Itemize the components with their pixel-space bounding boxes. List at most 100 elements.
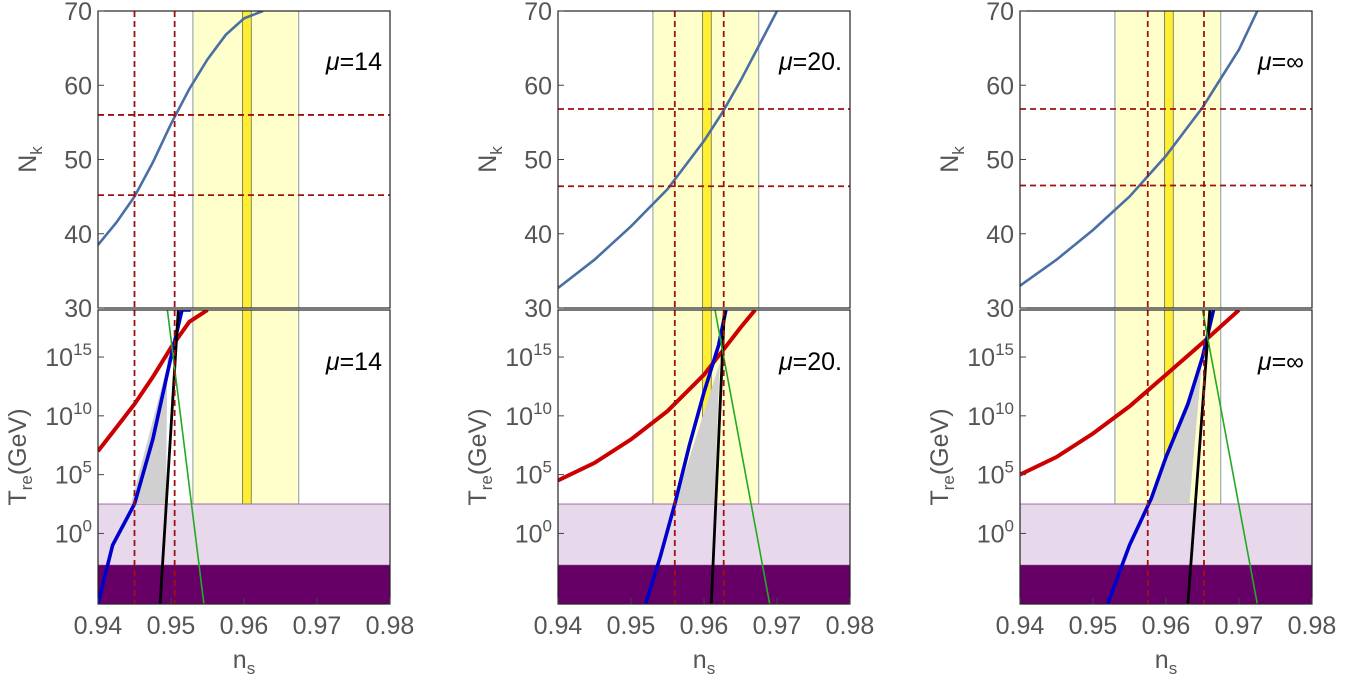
- bottom-ylabel: Tre(GeV): [4, 408, 36, 505]
- ytick-exponent: 5: [1005, 458, 1014, 477]
- top-mu-label: μ=14: [325, 48, 382, 76]
- xtick-label: 0.96: [680, 612, 729, 640]
- top-ytick-label: 50: [524, 147, 552, 175]
- mu-symbol: μ: [325, 348, 340, 376]
- xtick-label: 0.98: [366, 612, 415, 640]
- ytick-base: 10: [505, 344, 533, 372]
- bottom-ylabel-unit: (GeV): [4, 408, 32, 475]
- top-ytick-label: 70: [524, 0, 552, 26]
- bbn-light-region: [558, 503, 850, 566]
- mu-value: =∞: [1272, 348, 1304, 376]
- top-ylabel-sub: k: [487, 146, 506, 155]
- top-ytick-label: 70: [986, 0, 1014, 26]
- gray-allowed-region: [674, 354, 723, 504]
- top-ytick-label: 60: [986, 72, 1014, 100]
- mu-value: =∞: [1272, 48, 1304, 76]
- top-ytick-label: 50: [986, 147, 1014, 175]
- mu-symbol: μ: [325, 48, 340, 76]
- mu-value: =20.: [793, 348, 842, 376]
- bottom-mu-label: μ=20.: [778, 348, 842, 376]
- treh-blue-curve: [98, 310, 191, 604]
- top-ytick-label: 60: [64, 72, 92, 100]
- ytick-exponent: 0: [83, 516, 92, 535]
- bottom-ylabel-sub: re: [939, 475, 958, 490]
- bottom-ytick-label: 1015: [505, 340, 552, 372]
- ytick-exponent: 5: [83, 458, 92, 477]
- xlabel-main: n: [693, 646, 707, 674]
- bottom-ytick-label: 1015: [45, 340, 92, 372]
- bottom-plot-area: [558, 310, 850, 604]
- top-ylabel-main: N: [936, 155, 964, 173]
- nk-curve: [98, 11, 264, 246]
- xtick-label: 0.95: [607, 612, 656, 640]
- bbn-light-region: [98, 503, 390, 566]
- treh-green-line: [1201, 310, 1259, 604]
- xtick-label: 0.95: [1069, 612, 1118, 640]
- bottom-ylabel-main: T: [464, 490, 492, 505]
- mu-symbol: μ: [1257, 48, 1272, 76]
- top-ylabel-main: N: [474, 155, 502, 173]
- bbn-dark-region: [98, 565, 390, 604]
- ytick-exponent: 10: [995, 399, 1014, 418]
- nk-curve: [558, 11, 779, 290]
- bottom-ylabel: Tre(GeV): [464, 408, 496, 505]
- bbn-dark-region: [1020, 565, 1312, 604]
- ytick-base: 10: [45, 344, 73, 372]
- top-mu-label: μ=∞: [1257, 48, 1304, 76]
- bottom-ylabel-unit: (GeV): [464, 408, 492, 475]
- bottom-ylabel-unit: (GeV): [926, 408, 954, 475]
- ytick-exponent: 15: [995, 340, 1014, 359]
- bottom-ytick-label: 1015: [967, 340, 1014, 372]
- top-ytick-label: 40: [524, 221, 552, 249]
- top-ytick-label: 30: [64, 295, 92, 323]
- xtick-label: 0.94: [74, 612, 123, 640]
- bottom-mu-label: μ=∞: [1257, 348, 1304, 376]
- top-ylabel: Nk: [474, 146, 506, 173]
- xlabel: ns: [233, 646, 255, 675]
- bottom-ylabel-main: T: [4, 490, 32, 505]
- bottom-ytick-label: 100: [977, 516, 1014, 548]
- xtick-label: 0.94: [534, 612, 583, 640]
- ytick-base: 10: [967, 403, 995, 431]
- bottom-ylabel-sub: re: [477, 475, 496, 490]
- ytick-base: 10: [45, 403, 73, 431]
- top-ylabel: Nk: [936, 146, 968, 173]
- mu-symbol: μ: [1257, 348, 1272, 376]
- xlabel: ns: [693, 646, 715, 675]
- xtick-label: 0.97: [293, 612, 342, 640]
- xtick-label: 0.94: [996, 612, 1045, 640]
- treh-red-curve: [1020, 310, 1241, 477]
- mu-value: =20.: [793, 48, 842, 76]
- bottom-plot-area: [1020, 310, 1312, 604]
- top-ylabel-sub: k: [27, 146, 46, 155]
- bottom-ytick-label: 105: [55, 458, 92, 490]
- planck-band-narrow-bottom: [242, 310, 252, 505]
- treh-black-line: [709, 310, 726, 604]
- bottom-ytick-label: 1010: [505, 399, 552, 431]
- xtick-label: 0.98: [826, 612, 875, 640]
- top-ylabel-sub: k: [949, 146, 968, 155]
- top-ytick-label: 60: [524, 72, 552, 100]
- ytick-exponent: 10: [73, 399, 92, 418]
- treh-green-line: [166, 310, 205, 604]
- ytick-exponent: 5: [543, 458, 552, 477]
- xlabel-sub: s: [1169, 659, 1178, 675]
- top-ylabel-main: N: [14, 155, 42, 173]
- planck-band-narrow: [702, 11, 712, 308]
- xtick-label: 0.96: [1142, 612, 1191, 640]
- top-ylabel: Nk: [14, 146, 46, 173]
- bottom-plot-area: [98, 310, 390, 604]
- mu-value: =14: [340, 348, 383, 376]
- treh-black-line: [158, 310, 180, 604]
- ytick-exponent: 15: [73, 340, 92, 359]
- treh-blue-curve: [1105, 310, 1216, 604]
- top-mu-label: μ=20.: [778, 48, 842, 76]
- bottom-ytick-label: 1010: [45, 399, 92, 431]
- top-ytick-label: 50: [64, 147, 92, 175]
- xlabel-sub: s: [247, 659, 256, 675]
- ytick-base: 10: [977, 462, 1005, 490]
- mu-value: =14: [340, 48, 383, 76]
- bottom-mu-label: μ=14: [325, 348, 382, 376]
- ytick-base: 10: [515, 520, 543, 548]
- xtick-label: 0.98: [1288, 612, 1337, 640]
